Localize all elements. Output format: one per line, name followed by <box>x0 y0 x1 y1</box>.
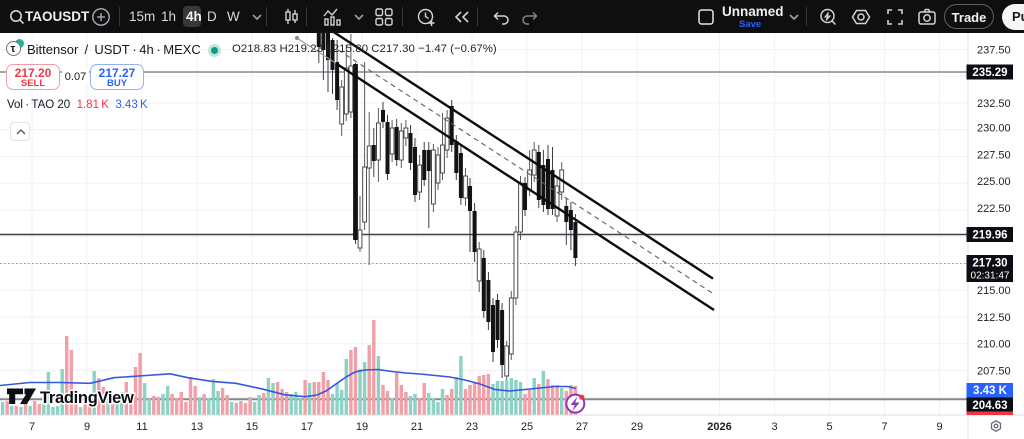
svg-text:3: 3 <box>771 421 777 433</box>
svg-text:207.50: 207.50 <box>977 366 1011 378</box>
svg-text:9: 9 <box>84 421 90 433</box>
svg-text:227.50: 227.50 <box>977 150 1011 162</box>
svg-text:212.50: 212.50 <box>977 312 1011 324</box>
svg-text:225.00: 225.00 <box>977 176 1011 188</box>
svg-text:27: 27 <box>576 421 588 433</box>
svg-text:2026: 2026 <box>707 421 731 433</box>
svg-text:210.00: 210.00 <box>977 339 1011 351</box>
svg-text:232.50: 232.50 <box>977 98 1011 110</box>
svg-text:235.29: 235.29 <box>972 67 1007 79</box>
svg-text:237.50: 237.50 <box>977 45 1011 57</box>
svg-text:3.43 K: 3.43 K <box>973 385 1008 397</box>
svg-text:02:31:47: 02:31:47 <box>971 271 1010 282</box>
svg-text:21: 21 <box>411 421 423 433</box>
svg-text:17: 17 <box>301 421 313 433</box>
svg-text:15: 15 <box>246 421 258 433</box>
svg-text:230.00: 230.00 <box>977 123 1011 135</box>
svg-text:7: 7 <box>881 421 887 433</box>
svg-text:5: 5 <box>826 421 832 433</box>
svg-text:13: 13 <box>191 421 203 433</box>
svg-text:204.63: 204.63 <box>972 400 1007 412</box>
svg-text:217.30: 217.30 <box>972 258 1007 270</box>
svg-text:222.50: 222.50 <box>977 203 1011 215</box>
svg-text:29: 29 <box>631 421 643 433</box>
svg-text:19: 19 <box>356 421 368 433</box>
svg-text:23: 23 <box>466 421 478 433</box>
svg-text:219.96: 219.96 <box>972 230 1007 242</box>
svg-text:25: 25 <box>521 421 533 433</box>
svg-text:215.00: 215.00 <box>977 285 1011 297</box>
svg-text:TradingView: TradingView <box>40 389 134 407</box>
svg-text:11: 11 <box>136 421 147 433</box>
svg-text:7: 7 <box>29 421 35 433</box>
svg-text:9: 9 <box>936 421 942 433</box>
